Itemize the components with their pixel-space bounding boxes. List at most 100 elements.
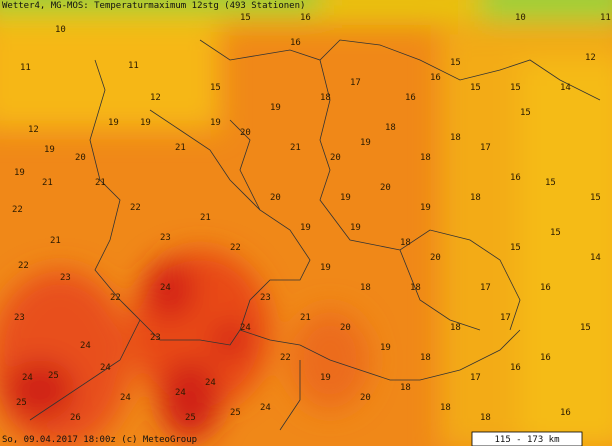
station-value: 15 (550, 228, 561, 238)
station-value: 20 (340, 323, 351, 333)
station-value: 12 (28, 125, 39, 135)
station-value: 21 (95, 178, 106, 188)
station-value: 23 (260, 293, 271, 303)
station-value: 15 (450, 58, 461, 68)
station-value: 20 (240, 128, 251, 138)
station-value: 15 (545, 178, 556, 188)
station-value: 17 (480, 283, 491, 293)
station-value: 14 (590, 253, 601, 263)
station-value: 16 (510, 363, 521, 373)
station-value: 22 (18, 261, 29, 271)
station-value: 24 (205, 378, 216, 388)
station-value: 24 (160, 283, 171, 293)
station-value: 19 (420, 203, 431, 213)
station-value: 15 (510, 243, 521, 253)
station-value: 24 (100, 363, 111, 373)
scale-label: 115 - 173 km (494, 435, 559, 445)
station-value: 10 (515, 13, 526, 23)
station-value: 24 (120, 393, 131, 403)
station-value: 16 (405, 93, 416, 103)
station-value: 20 (270, 193, 281, 203)
station-value: 21 (42, 178, 53, 188)
station-value: 24 (260, 403, 271, 413)
station-value: 15 (510, 83, 521, 93)
station-value: 20 (380, 183, 391, 193)
station-value: 19 (210, 118, 221, 128)
station-value: 22 (230, 243, 241, 253)
station-value: 12 (150, 93, 161, 103)
station-value: 19 (380, 343, 391, 353)
station-value: 23 (14, 313, 25, 323)
station-value: 12 (585, 53, 596, 63)
station-value: 19 (340, 193, 351, 203)
station-value: 24 (175, 388, 186, 398)
station-value: 19 (360, 138, 371, 148)
station-value: 23 (160, 233, 171, 243)
station-value: 16 (540, 283, 551, 293)
station-value: 19 (14, 168, 25, 178)
station-value: 24 (80, 341, 91, 351)
timestamp: So, 09.04.2017 18:00z (c) MeteoGroup (2, 435, 197, 445)
station-value: 19 (320, 263, 331, 273)
station-value: 17 (350, 78, 361, 88)
station-value: 18 (420, 153, 431, 163)
scale-box (471, 431, 583, 446)
station-value: 17 (500, 313, 511, 323)
station-value: 18 (440, 403, 451, 413)
station-value: 18 (360, 283, 371, 293)
station-value: 19 (320, 373, 331, 383)
station-value: 24 (22, 373, 33, 383)
station-value: 22 (12, 205, 23, 215)
station-value: 19 (300, 223, 311, 233)
station-value: 23 (150, 333, 161, 343)
station-value: 20 (330, 153, 341, 163)
station-value: 18 (450, 133, 461, 143)
station-value: 26 (70, 413, 81, 423)
station-value: 21 (200, 213, 211, 223)
station-value: 17 (480, 143, 491, 153)
station-value: 25 (230, 408, 241, 418)
station-value: 16 (300, 13, 311, 23)
station-value: 23 (60, 273, 71, 283)
station-value: 14 (560, 83, 571, 93)
station-value: 21 (300, 313, 311, 323)
station-value: 10 (55, 25, 66, 35)
station-value: 11 (20, 63, 31, 73)
station-value: 11 (128, 61, 139, 71)
station-value: 11 (600, 13, 611, 23)
station-value: 22 (130, 203, 141, 213)
station-value: 18 (470, 193, 481, 203)
station-value: 19 (44, 145, 55, 155)
station-value: 21 (290, 143, 301, 153)
station-value: 25 (16, 398, 27, 408)
station-value: 21 (50, 236, 61, 246)
station-value: 22 (110, 293, 121, 303)
station-labels: 10 11 11 12 19 19 21 22 21 22 23 23 24 25 25 26 24 22 24 23… (12, 13, 611, 423)
station-value: 15 (520, 108, 531, 118)
station-value: 20 (360, 393, 371, 403)
station-value: 21 (175, 143, 186, 153)
station-value: 16 (540, 353, 551, 363)
station-value: 15 (590, 193, 601, 203)
station-value: 19 (140, 118, 151, 128)
station-value: 18 (385, 123, 396, 133)
map-title: Wetter4, MG-MOS: Temperaturmaximum 12stg… (2, 1, 305, 11)
station-value: 18 (320, 93, 331, 103)
station-value: 18 (410, 283, 421, 293)
station-value: 20 (430, 253, 441, 263)
station-value: 18 (400, 238, 411, 248)
station-value: 20 (75, 153, 86, 163)
station-value: 18 (420, 353, 431, 363)
station-value: 19 (108, 118, 119, 128)
station-value: 22 (280, 353, 291, 363)
station-value: 15 (470, 83, 481, 93)
station-value: 19 (350, 223, 361, 233)
station-value: 15 (580, 323, 591, 333)
station-value: 18 (400, 383, 411, 393)
station-value: 18 (450, 323, 461, 333)
station-value: 25 (185, 413, 196, 423)
station-value: 25 (48, 371, 59, 381)
station-value: 16 (560, 408, 571, 418)
